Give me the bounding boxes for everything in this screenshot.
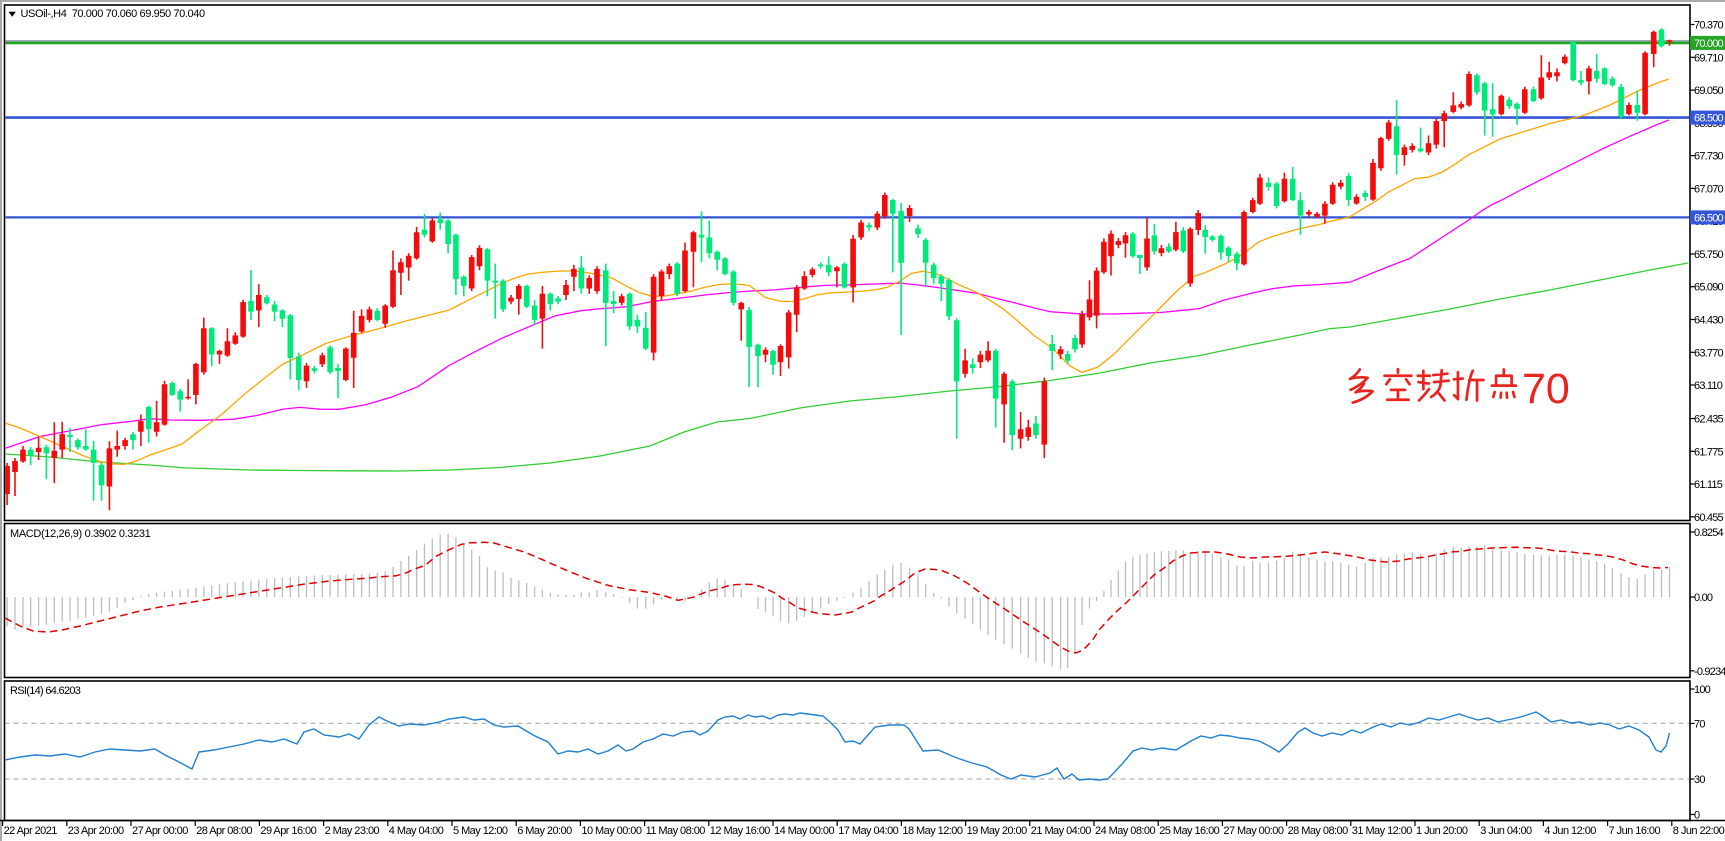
svg-text:1 Jun 20:00: 1 Jun 20:00: [1416, 825, 1468, 837]
svg-text:14 May 00:00: 14 May 00:00: [774, 825, 834, 837]
svg-text:0.8254: 0.8254: [1694, 527, 1724, 539]
svg-text:6 May 20:00: 6 May 20:00: [517, 825, 572, 837]
svg-text:28 Apr 08:00: 28 Apr 08:00: [196, 825, 252, 837]
svg-text:23 Apr 20:00: 23 Apr 20:00: [68, 825, 124, 837]
svg-text:30: 30: [1694, 774, 1705, 786]
svg-text:11 May 08:00: 11 May 08:00: [646, 825, 706, 837]
svg-text:31 May 12:00: 31 May 12:00: [1352, 825, 1412, 837]
svg-text:21 May 04:00: 21 May 04:00: [1031, 825, 1091, 837]
svg-text:61.775: 61.775: [1694, 446, 1724, 458]
svg-text:67.730: 67.730: [1694, 151, 1724, 163]
svg-text:65.090: 65.090: [1694, 282, 1724, 294]
svg-text:29 Apr 16:00: 29 Apr 16:00: [260, 825, 316, 837]
svg-text:70.000: 70.000: [1694, 38, 1724, 50]
svg-text:18 May 12:00: 18 May 12:00: [902, 825, 962, 837]
svg-text:MACD(12,26,9) 0.3902 0.3231: MACD(12,26,9) 0.3902 0.3231: [10, 528, 151, 540]
svg-text:65.750: 65.750: [1694, 249, 1724, 261]
svg-text:61.115: 61.115: [1694, 479, 1723, 491]
svg-text:25 May 16:00: 25 May 16:00: [1159, 825, 1219, 837]
svg-text:24 May 08:00: 24 May 08:00: [1095, 825, 1155, 837]
svg-text:2 May 23:00: 2 May 23:00: [325, 825, 380, 837]
svg-text:27 Apr 00:00: 27 Apr 00:00: [132, 825, 188, 837]
svg-text:17 May 04:00: 17 May 04:00: [838, 825, 898, 837]
svg-text:63.110: 63.110: [1694, 380, 1723, 392]
svg-text:4 Jun 12:00: 4 Jun 12:00: [1544, 825, 1596, 837]
svg-text:USOil-,H4 70.000 70.060 69.95: USOil-,H4 70.000 70.060 69.950 70.040: [21, 8, 205, 20]
svg-text:70: 70: [1694, 718, 1705, 730]
svg-text:69.050: 69.050: [1694, 85, 1724, 97]
svg-text:67.070: 67.070: [1694, 183, 1724, 195]
svg-text:19 May 20:00: 19 May 20:00: [967, 825, 1027, 837]
svg-text:66.500: 66.500: [1694, 212, 1724, 224]
svg-text:7 Jun 16:00: 7 Jun 16:00: [1609, 825, 1661, 837]
svg-text:64.430: 64.430: [1694, 315, 1724, 327]
svg-text:70.370: 70.370: [1694, 20, 1724, 32]
svg-text:-0.9234: -0.9234: [1694, 666, 1725, 678]
svg-text:27 May 00:00: 27 May 00:00: [1223, 825, 1283, 837]
svg-text:0.00: 0.00: [1694, 592, 1713, 604]
svg-text:0: 0: [1694, 810, 1700, 822]
svg-text:62.435: 62.435: [1694, 414, 1724, 426]
svg-text:28 May 08:00: 28 May 08:00: [1288, 825, 1348, 837]
svg-text:68.500: 68.500: [1694, 113, 1724, 125]
svg-text:12 May 16:00: 12 May 16:00: [710, 825, 770, 837]
svg-text:4 May 04:00: 4 May 04:00: [389, 825, 444, 837]
svg-text:8 Jun 22:00: 8 Jun 22:00: [1673, 825, 1725, 837]
svg-text:63.770: 63.770: [1694, 347, 1724, 359]
svg-text:69.710: 69.710: [1694, 52, 1724, 64]
svg-text:100: 100: [1694, 684, 1711, 696]
svg-text:10 May 00:00: 10 May 00:00: [581, 825, 641, 837]
svg-text:70: 70: [1522, 365, 1570, 413]
svg-text:5 May 12:00: 5 May 12:00: [453, 825, 508, 837]
svg-text:22 Apr 2021: 22 Apr 2021: [4, 825, 58, 837]
svg-text:60.455: 60.455: [1694, 512, 1724, 524]
svg-text:3 Jun 04:00: 3 Jun 04:00: [1480, 825, 1532, 837]
svg-text:RSI(14) 64.6203: RSI(14) 64.6203: [10, 685, 81, 697]
